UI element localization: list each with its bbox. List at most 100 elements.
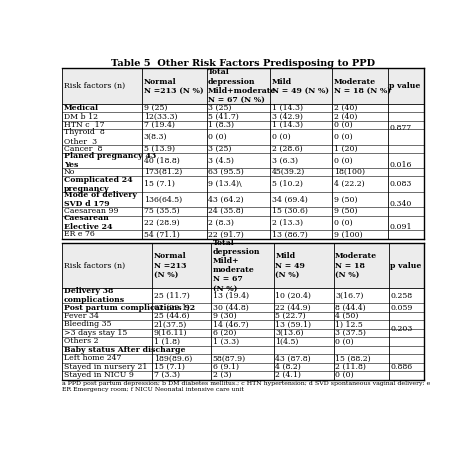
Text: 2 (4.1): 2 (4.1): [275, 371, 301, 379]
Text: 1 (3.3): 1 (3.3): [213, 337, 239, 346]
Text: 13 (86.7): 13 (86.7): [272, 230, 307, 238]
Text: 136(64.5): 136(64.5): [144, 196, 182, 204]
Text: 12(33.3): 12(33.3): [144, 112, 177, 120]
Text: 0 (0): 0 (0): [272, 133, 290, 141]
Text: 0 (0): 0 (0): [334, 219, 352, 227]
Text: p value: p value: [390, 262, 421, 270]
Text: Thyroid  8
Other  3: Thyroid 8 Other 3: [64, 128, 105, 146]
Text: 5 (22.7): 5 (22.7): [275, 312, 306, 320]
Text: Total
depression
Mild+
moderate
N = 67
(N %): Total depression Mild+ moderate N = 67 (…: [213, 238, 260, 292]
Text: 25 (11.7): 25 (11.7): [154, 292, 190, 300]
Text: 9 (50): 9 (50): [334, 207, 357, 215]
Text: 54 (71.1): 54 (71.1): [144, 230, 180, 238]
Text: Mild
N = 49
(N %): Mild N = 49 (N %): [275, 252, 305, 279]
Text: 0.016: 0.016: [390, 161, 412, 169]
Text: 9 (30): 9 (30): [213, 312, 237, 320]
Text: 0.886: 0.886: [390, 363, 412, 371]
Text: 43 (64.2): 43 (64.2): [208, 196, 244, 204]
Text: Fever 34: Fever 34: [64, 312, 99, 320]
Text: 15 (30.6): 15 (30.6): [272, 207, 308, 215]
Text: 5 (13.9): 5 (13.9): [144, 145, 175, 153]
Text: 15 (88.2): 15 (88.2): [335, 355, 371, 362]
Text: Left home 247: Left home 247: [64, 355, 121, 362]
Text: Stayed in NICU 9: Stayed in NICU 9: [64, 371, 134, 379]
Text: 5 (41.7): 5 (41.7): [208, 112, 239, 120]
Text: Normal
N =213
(N %): Normal N =213 (N %): [154, 252, 186, 279]
Text: 4 (22.2): 4 (22.2): [334, 180, 364, 188]
Text: 2 (13.3): 2 (13.3): [272, 219, 302, 227]
Text: 9(16.11): 9(16.11): [154, 329, 187, 337]
Text: 58(87.9): 58(87.9): [213, 355, 246, 362]
Text: 1(4.5): 1(4.5): [275, 337, 299, 346]
Text: 2 (8.3): 2 (8.3): [208, 219, 234, 227]
Text: 43 (87.8): 43 (87.8): [275, 355, 311, 362]
Text: 21(37.5): 21(37.5): [154, 320, 187, 328]
Text: Mode of delivery
SVD d 179: Mode of delivery SVD d 179: [64, 191, 137, 208]
Text: 3(13.6): 3(13.6): [275, 329, 304, 337]
Text: 0.258: 0.258: [390, 292, 412, 300]
Text: Others 2: Others 2: [64, 337, 99, 346]
Text: Baby status After discharge: Baby status After discharge: [64, 346, 185, 354]
Text: 6 (9.1): 6 (9.1): [213, 363, 239, 371]
Bar: [63, 243, 423, 288]
Text: 0 (0): 0 (0): [334, 133, 352, 141]
Text: 3 (42.9): 3 (42.9): [272, 112, 302, 120]
Text: 14 (46.7): 14 (46.7): [213, 320, 248, 328]
Text: Post partum complications 92: Post partum complications 92: [64, 303, 195, 311]
Text: 6 (20): 6 (20): [213, 329, 236, 337]
Text: 13 (59.1): 13 (59.1): [275, 320, 311, 328]
Text: 0 (0): 0 (0): [334, 156, 352, 164]
Text: ER e 76: ER e 76: [64, 230, 95, 238]
Text: 3(8.3): 3(8.3): [144, 133, 167, 141]
Text: 3 (37.5): 3 (37.5): [335, 329, 366, 337]
Text: >3 days stay 15: >3 days stay 15: [64, 329, 127, 337]
Text: 0.203: 0.203: [390, 325, 412, 333]
Text: 9 (25): 9 (25): [144, 104, 167, 112]
Text: 1 (8.3): 1 (8.3): [208, 121, 234, 129]
Text: 3 (6.3): 3 (6.3): [272, 156, 298, 164]
Text: 1) 12.5: 1) 12.5: [335, 320, 363, 328]
Text: 3 (25): 3 (25): [208, 145, 231, 153]
Text: 7 (3.3): 7 (3.3): [154, 371, 180, 379]
Text: 0 (0): 0 (0): [334, 121, 352, 129]
Text: 9 (100): 9 (100): [334, 230, 362, 238]
Text: 30 (44.8): 30 (44.8): [213, 303, 248, 311]
Text: 1 (20): 1 (20): [334, 145, 357, 153]
Text: 7 (19.4): 7 (19.4): [144, 121, 174, 129]
Text: Moderate
N = 18
(N %): Moderate N = 18 (N %): [335, 252, 377, 279]
Text: 0.340: 0.340: [390, 200, 412, 208]
Text: 22 (91.7): 22 (91.7): [208, 230, 244, 238]
Text: 0.091: 0.091: [390, 223, 412, 231]
Text: 2 (28.6): 2 (28.6): [272, 145, 302, 153]
Text: 45(39.2): 45(39.2): [272, 168, 305, 176]
Text: 13 (19.4): 13 (19.4): [213, 292, 249, 300]
Text: 2 (40): 2 (40): [334, 112, 357, 120]
Text: 2 (11.8): 2 (11.8): [335, 363, 366, 371]
Text: 1 (14.3): 1 (14.3): [272, 104, 302, 112]
Text: 173(81.2): 173(81.2): [144, 168, 182, 176]
Text: 63 (95.5): 63 (95.5): [208, 168, 244, 176]
Text: Moderate
N = 18 (N %): Moderate N = 18 (N %): [334, 78, 391, 95]
Text: p value: p value: [390, 82, 421, 90]
Text: 10 (20.4): 10 (20.4): [275, 292, 311, 300]
Text: 15 (7.1): 15 (7.1): [154, 363, 185, 371]
Text: 5 (10.2): 5 (10.2): [272, 180, 302, 188]
Text: 2 (3): 2 (3): [213, 371, 231, 379]
Text: 0.083: 0.083: [390, 180, 412, 188]
Text: 8 (44.4): 8 (44.4): [335, 303, 366, 311]
Text: Table 5  Other Risk Factors Predisposing to PPD: Table 5 Other Risk Factors Predisposing …: [111, 59, 375, 68]
Text: 75 (35.5): 75 (35.5): [144, 207, 179, 215]
Text: No: No: [64, 168, 75, 176]
Text: 0 (0): 0 (0): [335, 337, 354, 346]
Text: 1 (1.8): 1 (1.8): [154, 337, 180, 346]
Text: 25 (44.6): 25 (44.6): [154, 312, 189, 320]
Text: 0 (0): 0 (0): [208, 133, 227, 141]
Text: 189(89.6): 189(89.6): [154, 355, 192, 362]
Bar: [63, 68, 423, 104]
Text: 34 (69.4): 34 (69.4): [272, 196, 307, 204]
Text: 3(16.7): 3(16.7): [335, 292, 364, 300]
Text: 24 (35.8): 24 (35.8): [208, 207, 244, 215]
Text: 18(100): 18(100): [334, 168, 365, 176]
Text: 15 (7.1): 15 (7.1): [144, 180, 174, 188]
Text: 3 (4.5): 3 (4.5): [208, 156, 234, 164]
